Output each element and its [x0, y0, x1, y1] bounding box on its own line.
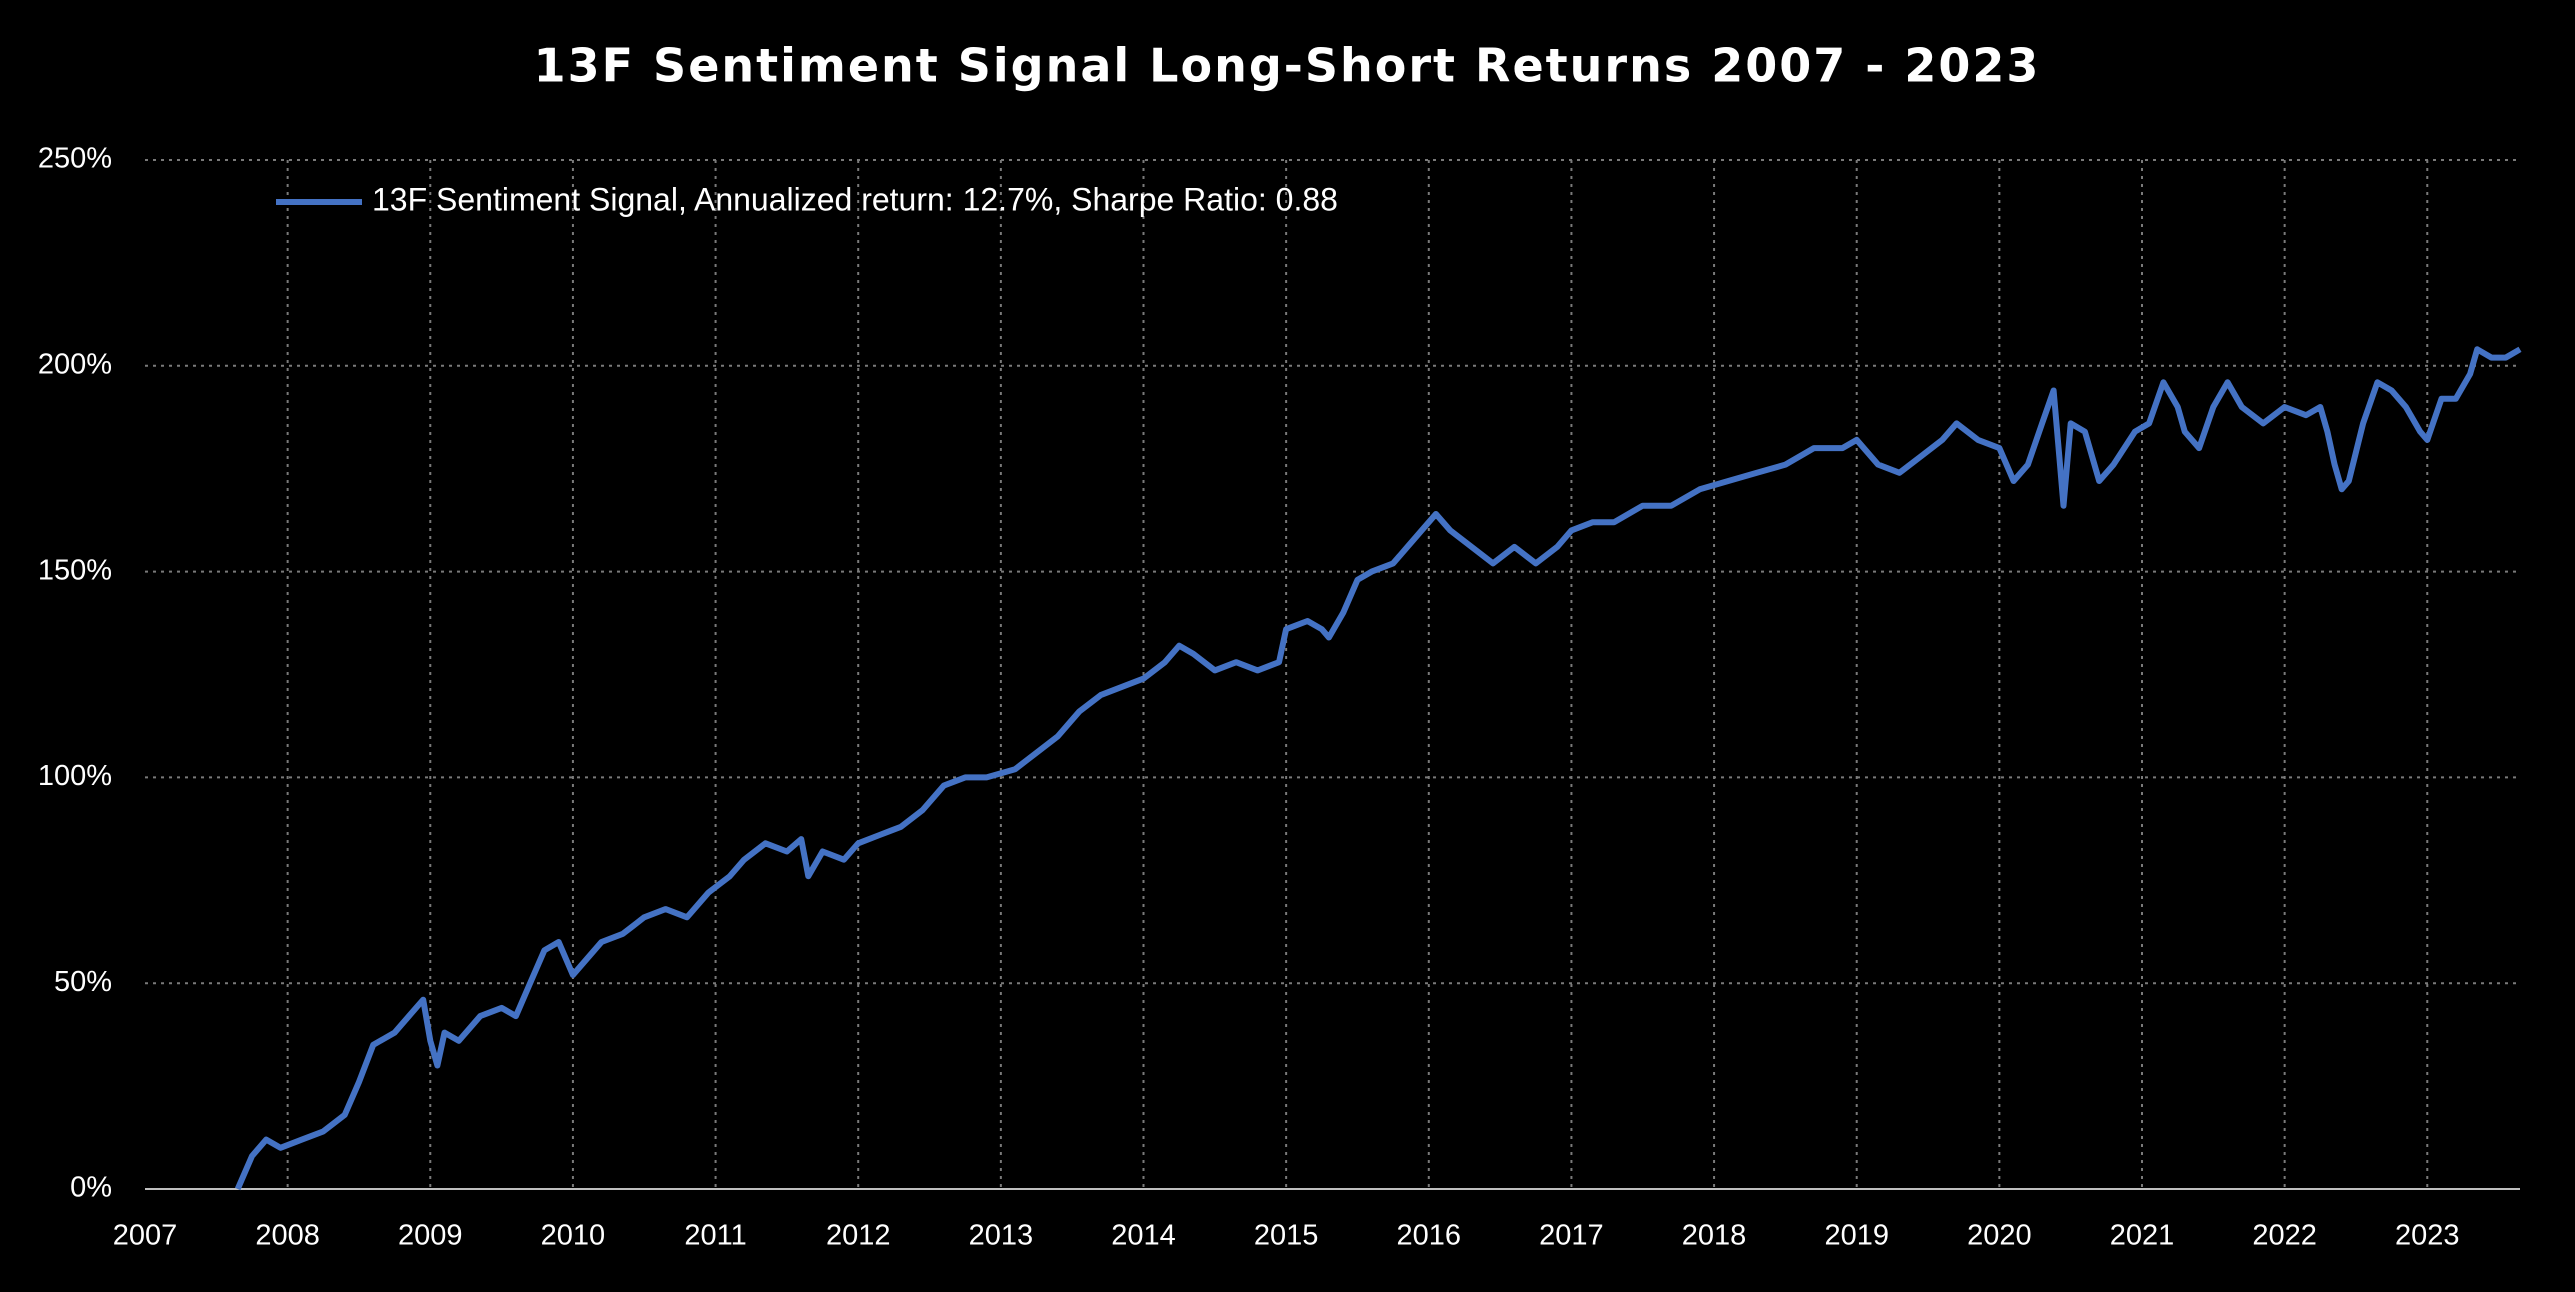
x-tick-label: 2010	[541, 1220, 606, 1252]
y-tick-label: 100%	[38, 760, 112, 792]
x-tick-label: 2007	[113, 1220, 178, 1252]
x-tick-label: 2019	[1824, 1220, 1889, 1252]
y-tick-label: 200%	[38, 348, 112, 380]
x-tick-label: 2021	[2110, 1220, 2175, 1252]
chart-title: 13F Sentiment Signal Long-Short Returns …	[534, 39, 2041, 93]
x-tick-label: 2017	[1539, 1220, 1604, 1252]
y-tick-label: 0%	[70, 1172, 112, 1204]
x-tick-label: 2011	[684, 1220, 746, 1252]
x-tick-label: 2015	[1254, 1220, 1319, 1252]
x-tick-label: 2013	[969, 1220, 1034, 1252]
x-tick-label: 2022	[2252, 1220, 2317, 1252]
x-tick-label: 2018	[1682, 1220, 1747, 1252]
y-tick-label: 150%	[38, 554, 112, 586]
y-tick-label: 250%	[38, 143, 112, 175]
x-tick-label: 2012	[826, 1220, 891, 1252]
x-tick-label: 2014	[1111, 1220, 1176, 1252]
x-tick-label: 2009	[398, 1220, 463, 1252]
legend-label: 13F Sentiment Signal, Annualized return:…	[372, 181, 1338, 217]
x-tick-label: 2020	[1967, 1220, 2032, 1252]
x-tick-label: 2023	[2395, 1220, 2460, 1252]
series-line	[234, 346, 2522, 1191]
y-tick-label: 50%	[54, 966, 112, 998]
x-tick-label: 2016	[1397, 1220, 1462, 1252]
x-tick-label: 2008	[255, 1220, 320, 1252]
